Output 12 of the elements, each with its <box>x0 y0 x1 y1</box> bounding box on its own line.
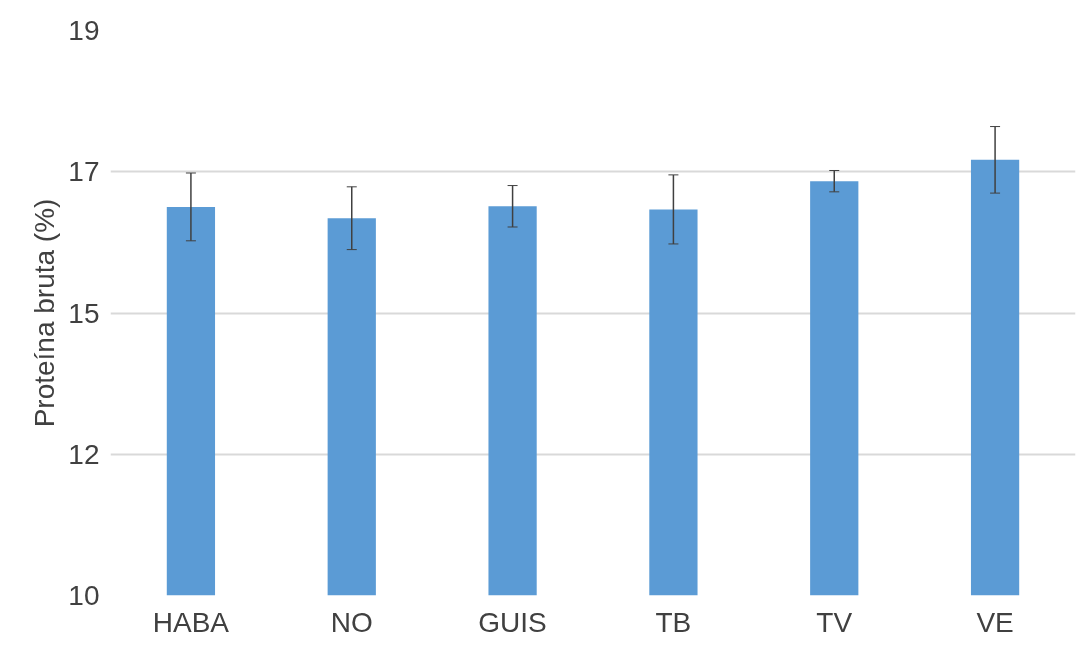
y-axis-title: Proteína bruta (%) <box>29 198 61 428</box>
x-tick-label: HABA <box>152 606 230 638</box>
y-tick-label: 19 <box>68 15 100 46</box>
y-tick-label: 17 <box>68 156 100 188</box>
x-tick-label: TB <box>655 606 692 638</box>
x-tick-label: VE <box>976 606 1014 638</box>
y-tick-label: 15 <box>68 297 100 329</box>
x-tick-label: NO <box>330 606 373 638</box>
y-tick-label: 10 <box>68 580 100 611</box>
y-tick-label: 12 <box>68 438 100 470</box>
x-tick-label: TV <box>816 606 853 638</box>
x-tick-label: GUIS <box>478 606 547 638</box>
